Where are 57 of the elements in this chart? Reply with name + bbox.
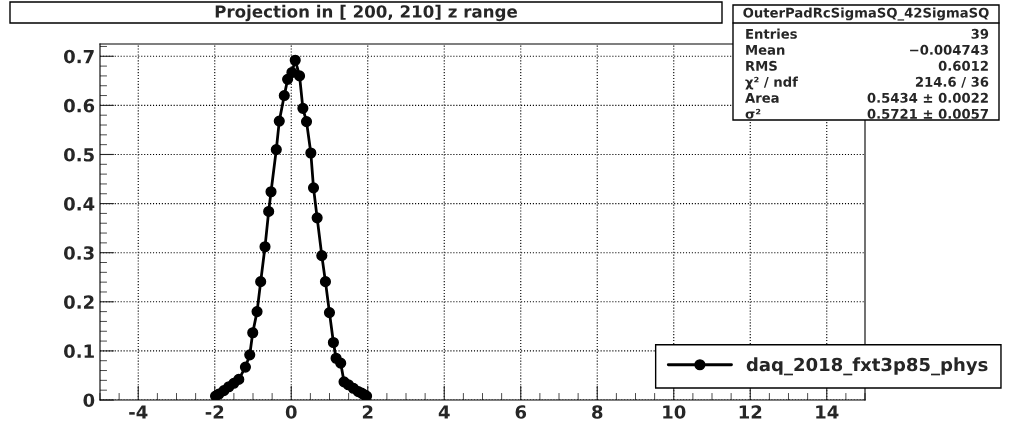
y-tick-label: 0.4 (64, 197, 95, 211)
y-tick-label: 0.3 (64, 246, 94, 260)
point (255, 276, 267, 288)
y-tick-label: 0.1 (64, 344, 94, 359)
text: 39 (971, 28, 989, 39)
text: 214.6 / 36 (915, 76, 989, 88)
point (335, 357, 347, 369)
x-tick-label: 14 (816, 405, 839, 419)
annotation: Area (745, 93, 779, 103)
point (323, 307, 336, 319)
x-tick-label: 12 (739, 405, 762, 419)
y-tick-label: 0.7 (64, 49, 94, 64)
point (244, 349, 256, 361)
point (233, 373, 245, 385)
point (265, 186, 277, 198)
point (307, 182, 320, 194)
point (300, 116, 313, 128)
annotation: Mean (746, 45, 785, 55)
text: 0.5434 ± 0.0022 (867, 92, 988, 103)
point (263, 205, 275, 217)
point (327, 336, 339, 349)
point (311, 212, 323, 224)
y-tick-label: 0 (83, 393, 95, 408)
annotation: χ² / ndf (745, 76, 798, 90)
x-tick-label: -4 (129, 405, 148, 419)
point (319, 276, 332, 288)
x-tick-label: 8 (592, 405, 603, 419)
point (293, 70, 306, 82)
x-tick-label: 0 (285, 405, 297, 419)
chart-title: Projection in [ 200, 210] z range (215, 4, 517, 22)
x-tick-label: 4 (438, 405, 450, 419)
text: Entries (746, 28, 797, 39)
text: OuterPadRcSigmaSQ_42SigmaSQ (743, 7, 989, 21)
legend-label: daq_2018_fxt3p85_phys (746, 357, 988, 376)
x-tick-label: 6 (515, 405, 527, 419)
x-tick-label: -2 (205, 405, 224, 419)
x-tick-label: 2 (362, 405, 373, 419)
point (289, 54, 301, 66)
x-tick-label: 10 (663, 405, 686, 419)
point (316, 250, 328, 262)
y-tick-label: 0.6 (64, 98, 95, 113)
text: 0.6012 (938, 60, 988, 71)
text: 0.5721 ± 0.0057 (867, 108, 988, 119)
annotation: σ² (745, 108, 761, 119)
y-tick-label: 0.2 (64, 295, 94, 309)
point (273, 115, 285, 127)
point (239, 361, 251, 373)
point (270, 144, 282, 156)
text: −0.004743 (910, 44, 988, 55)
point (297, 102, 309, 114)
point (247, 327, 259, 339)
point (305, 147, 317, 159)
point (278, 90, 290, 102)
y-tick-label: 0.5 (64, 147, 94, 162)
point (251, 306, 263, 318)
point (259, 241, 271, 253)
annotation: RMS (746, 60, 777, 71)
